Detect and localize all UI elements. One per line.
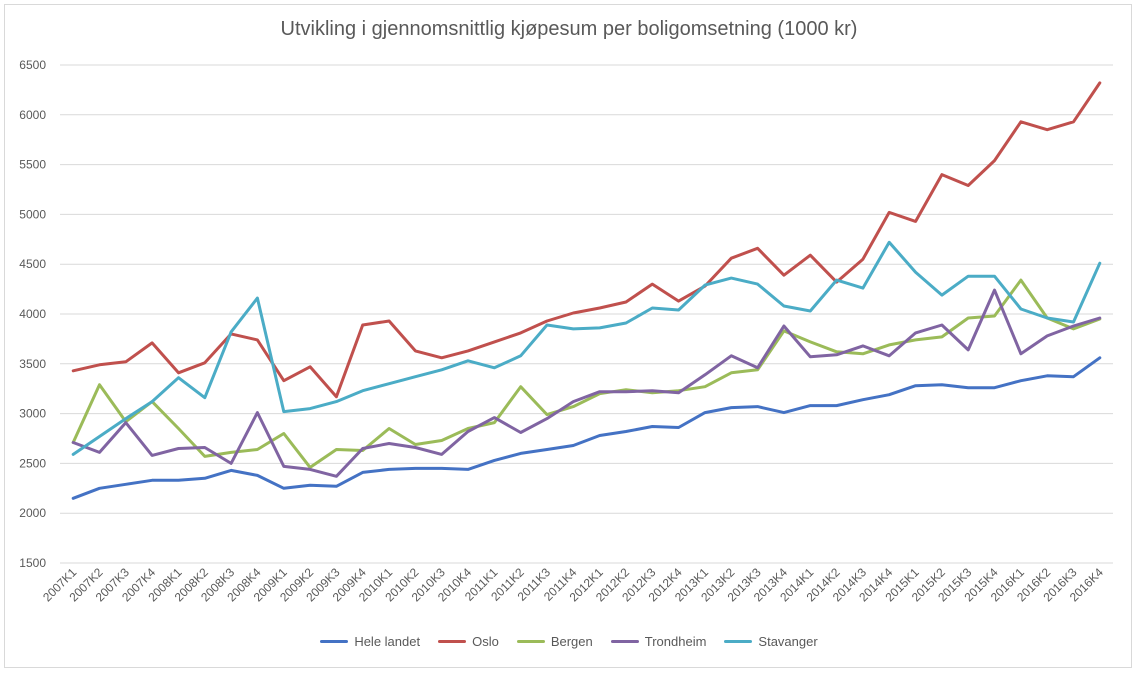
legend-label: Hele landet [354,634,421,649]
series-lines [71,81,1102,500]
grid-lines [60,64,1113,564]
y-tick-label: 5000 [19,207,46,221]
series-line-hele-landet [71,356,1102,500]
legend-swatch [320,640,349,643]
series-line-bergen [71,278,1102,469]
legend-swatch [610,640,639,643]
y-tick-label: 5500 [19,158,46,172]
chart-title: Utvikling i gjennomsnittlig kjøpesum per… [280,18,858,40]
y-tick-label: 1500 [19,556,46,570]
y-axis: 1500 2000 2500 3000 3500 4000 4500 5000 5500 6000… [19,58,46,570]
legend-label: Oslo [472,634,499,649]
legend-label: Stavanger [758,634,818,649]
y-tick-label: 2000 [19,506,46,520]
legend-label: Bergen [550,634,593,649]
y-tick-label: 6500 [19,58,46,72]
legend-item-stavanger: Stavanger [724,634,818,649]
legend-swatch [724,640,753,643]
y-tick-label: 4500 [19,257,46,271]
legend-item-hele-landet: Hele landet [320,634,420,649]
y-tick-label: 4000 [19,307,46,321]
series-line-oslo [71,81,1102,399]
y-tick-label: 2500 [19,456,46,470]
series-line-trondheim [71,288,1102,478]
y-tick-label: 3000 [19,407,46,421]
legend-swatch [438,640,467,643]
series-line-stavanger [71,240,1102,456]
y-tick-label: 3500 [19,357,46,371]
legend-label: Trondheim [644,634,707,649]
legend-item-oslo: Oslo [438,634,499,649]
legend-item-trondheim: Trondheim [610,634,707,649]
legend-item-bergen: Bergen [516,634,593,649]
legend: Hele landet Oslo Bergen Trondheim Stavanger [0,634,1138,649]
x-axis: 2007K12007K22007K32007K42008K12008K22008… [40,565,1106,604]
y-tick-label: 6000 [19,108,46,122]
legend-swatch [516,640,545,643]
